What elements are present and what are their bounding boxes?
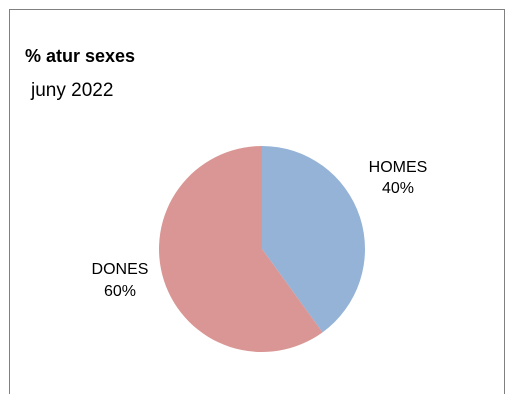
slice-category-label: DONES [92,261,149,278]
pie-slice-dones [158,146,323,352]
chart-title: % atur sexes [25,46,136,66]
slice-value-label: 60% [104,283,136,300]
slice-category-label: HOMES [369,159,428,176]
chart-subtitle: juny 2022 [31,80,114,101]
slice-value-label: 40% [382,180,414,197]
pie-slice-homes [262,146,365,333]
